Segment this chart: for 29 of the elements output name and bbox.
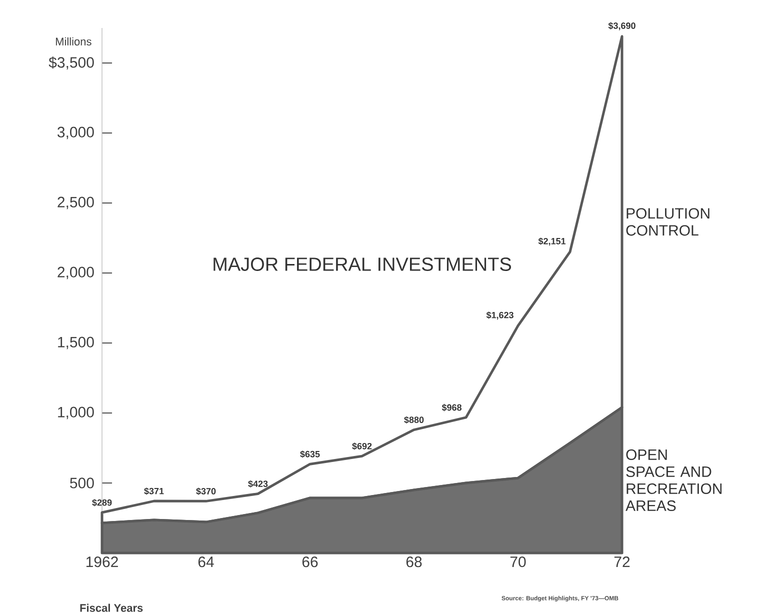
total-label: $635 <box>300 450 320 458</box>
y-axis-title: Millions <box>56 37 92 46</box>
y-tick-label: 3,000 <box>58 126 94 140</box>
series-label: OPEN SPACE AND RECREATION AREAS <box>626 449 722 511</box>
x-axis-title: Fiscal Years <box>80 604 143 612</box>
x-tick-label: 70 <box>510 556 526 568</box>
x-tick-label: 1962 <box>86 556 118 568</box>
y-tick-label: $3,500 <box>48 56 94 70</box>
y-tick-label: 2,500 <box>58 196 94 210</box>
x-tick-label: 72 <box>614 556 630 567</box>
y-tick-label: 1,500 <box>58 336 94 350</box>
total-label: $880 <box>404 416 424 424</box>
y-tick-label: 1,000 <box>58 406 94 420</box>
total-label: $423 <box>248 480 268 488</box>
total-label: $968 <box>442 404 462 412</box>
series-label: POLLUTION CONTROL <box>626 208 710 236</box>
x-tick-label: 64 <box>198 556 214 568</box>
total-label: $2,151 <box>538 238 566 246</box>
total-label: $3,690 <box>608 22 636 30</box>
total-label: $1,623 <box>486 311 514 320</box>
total-label: $692 <box>352 442 372 450</box>
text: MAJOR FEDERAL INVESTMENTS <box>214 258 512 271</box>
total-label: $370 <box>196 488 216 495</box>
y-tick-label: 2,000 <box>58 266 94 280</box>
total-label: $289 <box>92 498 112 506</box>
x-tick-label: 68 <box>406 556 422 568</box>
y-tick-label: 500 <box>70 478 94 488</box>
x-tick-label: 66 <box>302 556 318 568</box>
total-label: $371 <box>144 488 164 495</box>
